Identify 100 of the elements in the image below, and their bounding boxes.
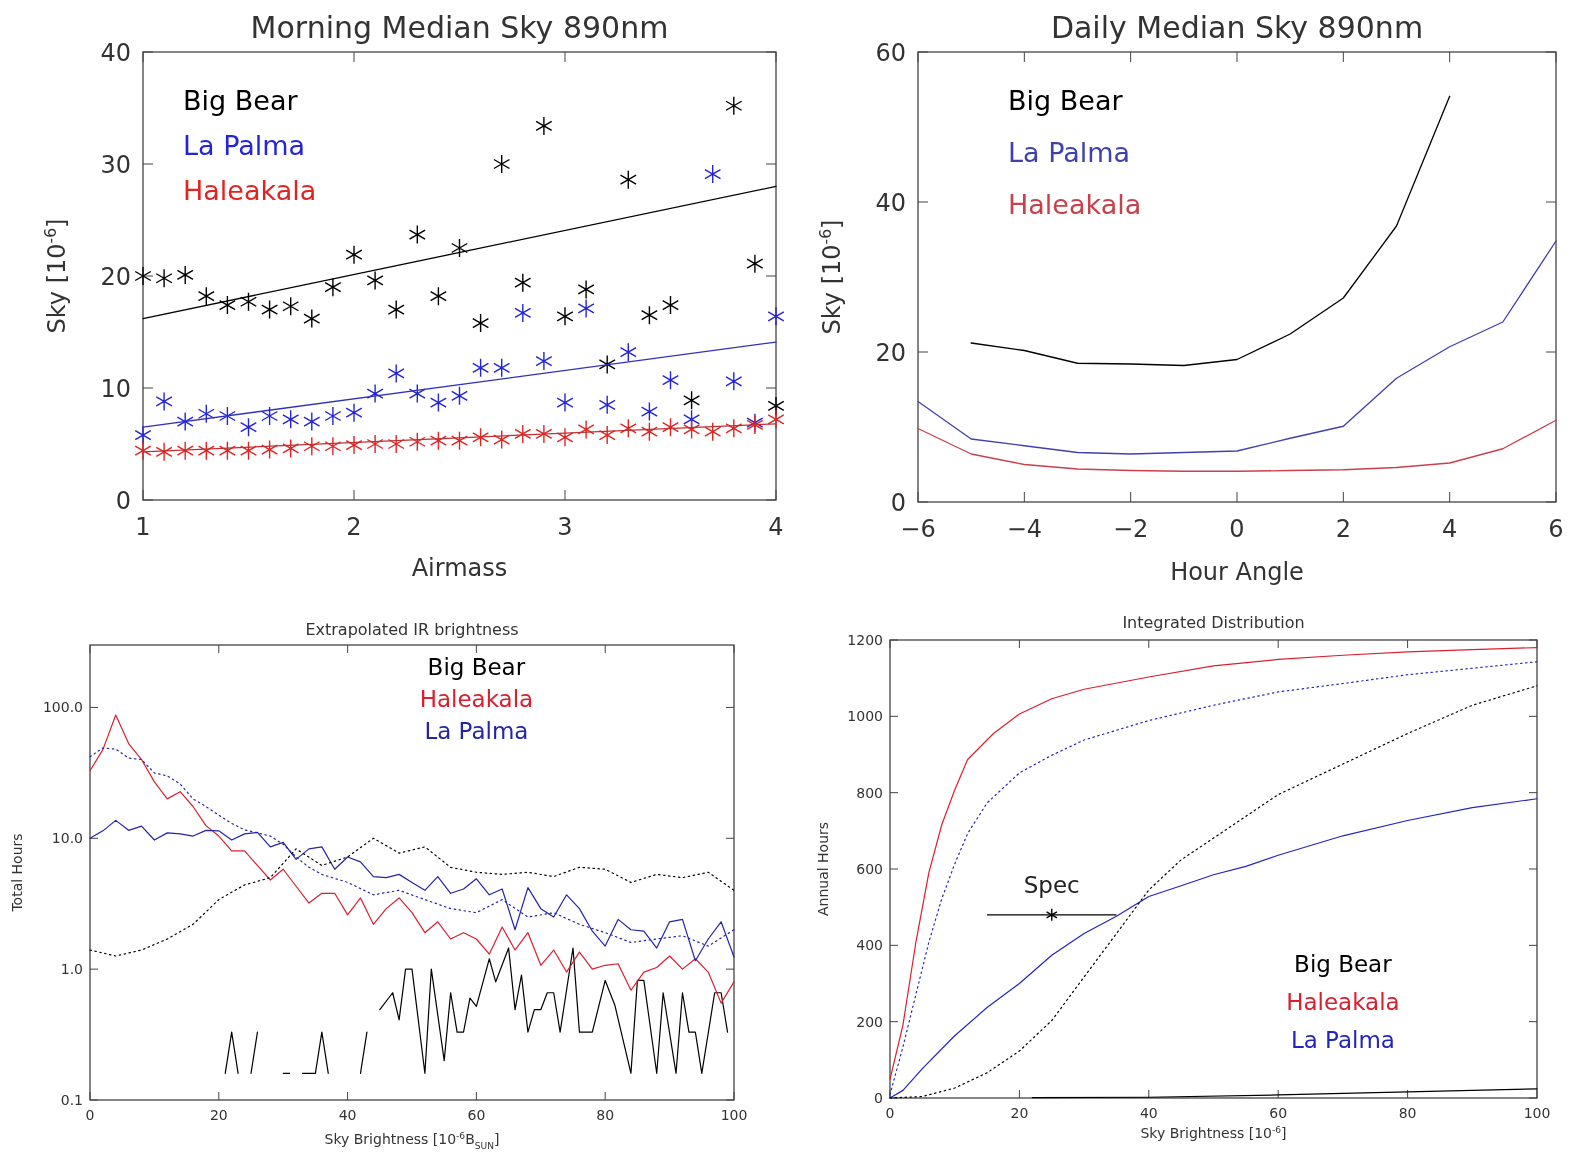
line-series bbox=[1031, 1088, 1538, 1099]
x-tick-label: 100 bbox=[720, 1107, 748, 1124]
y-tick-label: 0 bbox=[115, 486, 131, 515]
point bbox=[134, 266, 152, 286]
point bbox=[556, 392, 574, 413]
y-tick-label: 20 bbox=[875, 338, 906, 367]
x-tick-label: 4 bbox=[768, 512, 784, 541]
point bbox=[746, 253, 764, 274]
text: Haleakala bbox=[1008, 189, 1142, 220]
point bbox=[535, 116, 553, 136]
y-axis-title: Annual Hours bbox=[815, 821, 831, 917]
point bbox=[282, 409, 300, 430]
point bbox=[535, 424, 553, 444]
y-tick-label: 400 bbox=[856, 937, 883, 954]
point bbox=[640, 401, 658, 422]
x-tick-label: −2 bbox=[1112, 514, 1149, 543]
x-tick-label: 4 bbox=[1442, 514, 1458, 543]
point bbox=[451, 430, 468, 451]
y-tick-label: 1000 bbox=[847, 708, 883, 725]
point bbox=[134, 441, 152, 461]
point bbox=[303, 436, 321, 456]
point bbox=[493, 429, 511, 450]
text: Haleakala bbox=[183, 175, 317, 206]
x-tick-label: 3 bbox=[557, 512, 573, 541]
x-tick-label: 60 bbox=[1269, 1105, 1288, 1122]
point bbox=[240, 292, 257, 312]
point bbox=[704, 421, 722, 442]
x-tick-label: 6 bbox=[1548, 514, 1564, 543]
point bbox=[472, 358, 490, 378]
point bbox=[324, 406, 342, 426]
x-axis-title: Airmass bbox=[411, 554, 508, 582]
text: Haleakala bbox=[1286, 989, 1400, 1015]
point bbox=[324, 277, 342, 297]
point bbox=[366, 383, 384, 404]
y-tick-label: 200 bbox=[856, 1013, 883, 1030]
text: Haleakala bbox=[419, 686, 534, 712]
x-tick-label: −4 bbox=[1006, 514, 1043, 543]
point bbox=[408, 432, 426, 452]
point bbox=[767, 409, 785, 430]
point bbox=[218, 441, 236, 461]
y-tick-label: 1200 bbox=[847, 632, 883, 649]
chart-title: Daily Median Sky 890nm bbox=[1050, 10, 1424, 45]
point bbox=[176, 265, 194, 285]
point bbox=[134, 425, 152, 445]
point bbox=[408, 224, 426, 245]
point bbox=[366, 434, 384, 454]
point bbox=[197, 441, 215, 461]
x-tick-label: 80 bbox=[1398, 1105, 1417, 1122]
y-tick-label: 100.0 bbox=[42, 699, 83, 716]
text: Big Bear bbox=[1008, 85, 1124, 116]
point bbox=[472, 313, 490, 333]
point bbox=[155, 442, 173, 462]
point bbox=[240, 417, 257, 437]
point bbox=[387, 434, 405, 454]
point bbox=[662, 295, 679, 315]
point bbox=[598, 395, 616, 415]
point bbox=[282, 438, 300, 459]
point bbox=[598, 425, 616, 445]
x-tick-label: 20 bbox=[209, 1107, 228, 1124]
x-axis-title: Sky Brightness [10$^{-6}$] bbox=[1140, 1125, 1287, 1141]
y-tick-label: 30 bbox=[100, 150, 131, 179]
y-tick-label: 0 bbox=[890, 488, 906, 517]
point bbox=[366, 270, 384, 291]
point bbox=[345, 245, 363, 265]
point bbox=[577, 279, 595, 300]
line-series bbox=[917, 240, 1557, 455]
point bbox=[218, 295, 236, 315]
x-tick-label: 1 bbox=[135, 512, 151, 541]
point bbox=[493, 154, 511, 174]
point bbox=[387, 299, 405, 320]
point bbox=[282, 296, 300, 316]
y-tick-label: 10 bbox=[100, 374, 131, 403]
point bbox=[577, 419, 595, 440]
point bbox=[472, 427, 490, 447]
point bbox=[240, 441, 257, 461]
y-axis-title: Total Hours bbox=[9, 833, 25, 913]
text: La Palma bbox=[1290, 1027, 1395, 1053]
point bbox=[261, 439, 279, 460]
point bbox=[556, 427, 574, 447]
y-tick-label: 1.0 bbox=[60, 961, 83, 978]
y-tick-label: 40 bbox=[100, 38, 131, 67]
text: La Palma bbox=[1008, 137, 1131, 168]
y-tick-label: 800 bbox=[856, 784, 883, 801]
line-series bbox=[89, 714, 735, 1004]
point bbox=[176, 411, 194, 432]
point bbox=[535, 351, 553, 371]
point bbox=[197, 286, 215, 306]
point bbox=[514, 273, 532, 293]
y-tick-label: 600 bbox=[856, 861, 883, 878]
point bbox=[556, 306, 574, 327]
x-tick-label: 60 bbox=[467, 1107, 486, 1124]
point bbox=[261, 406, 279, 426]
point bbox=[725, 96, 743, 116]
point bbox=[345, 402, 363, 423]
point bbox=[619, 342, 637, 362]
x-tick-label: 2 bbox=[1335, 514, 1351, 543]
point bbox=[514, 303, 532, 323]
annotation: Spec bbox=[1023, 871, 1080, 898]
point bbox=[429, 286, 447, 306]
x-axis-title: Hour Angle bbox=[1170, 558, 1304, 586]
